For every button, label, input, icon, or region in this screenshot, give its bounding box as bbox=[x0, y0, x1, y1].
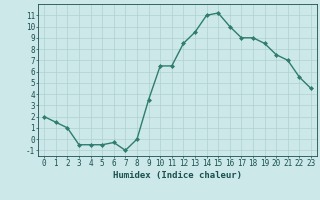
X-axis label: Humidex (Indice chaleur): Humidex (Indice chaleur) bbox=[113, 171, 242, 180]
